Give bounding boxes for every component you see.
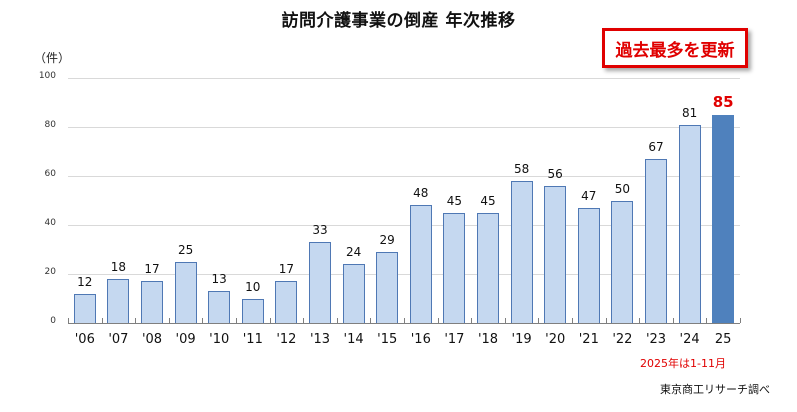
x-tick-mark [101, 318, 103, 323]
x-tick-mark [471, 318, 473, 323]
x-tick-mark [504, 318, 506, 323]
x-tick-label: '10 [209, 332, 230, 347]
value-label: 47 [581, 188, 597, 203]
gridline [68, 127, 740, 128]
x-tick-label: '19 [511, 332, 532, 347]
x-axis-line [68, 323, 740, 324]
bar [208, 291, 231, 323]
x-tick-label: '08 [141, 332, 163, 347]
x-tick-mark [706, 318, 708, 323]
value-label: 29 [379, 232, 395, 247]
bar [376, 251, 399, 323]
value-label: 81 [681, 105, 698, 120]
bar [645, 158, 667, 323]
bar [174, 261, 197, 323]
value-label: 17 [144, 262, 160, 277]
x-tick-mark [303, 318, 305, 323]
x-tick-label: '15 [377, 332, 398, 347]
x-tick-mark [437, 318, 439, 323]
y-tick-label: 60 [44, 169, 56, 179]
bar [510, 180, 533, 323]
x-tick-mark [168, 318, 170, 323]
x-tick-label: '11 [242, 332, 263, 347]
x-tick-mark [404, 318, 405, 323]
y-tick-label: 100 [38, 71, 56, 81]
value-label: 45 [446, 193, 463, 208]
bar [409, 205, 432, 323]
value-label: 17 [278, 262, 295, 277]
bar [309, 242, 331, 323]
x-tick-label: '17 [444, 332, 465, 347]
value-label: 50 [614, 181, 631, 196]
x-tick-label: '22 [612, 332, 633, 347]
record-high-callout: 過去最多を更新 [602, 28, 748, 68]
gridline [68, 176, 740, 177]
x-tick-mark [269, 318, 271, 323]
y-tick-label: 0 [50, 316, 56, 326]
bar [342, 264, 365, 323]
gridline [68, 78, 740, 79]
y-tick-label: 80 [44, 120, 56, 130]
x-tick-label: '09 [175, 332, 196, 347]
bar [443, 212, 466, 323]
x-tick-label: '14 [343, 332, 364, 347]
x-tick-mark [336, 318, 338, 323]
bar [241, 298, 264, 323]
x-tick-label: '07 [108, 332, 129, 347]
bar [275, 281, 298, 323]
gridline [68, 225, 740, 226]
value-label: 12 [77, 274, 93, 289]
footnote-2025-period: 2025年は1-11月 [640, 357, 726, 370]
x-tick-label: '12 [276, 332, 297, 347]
x-tick-label: 25 [714, 332, 732, 347]
y-tick-label: 20 [44, 267, 56, 277]
gridline [68, 274, 740, 275]
value-label: 85 [712, 92, 734, 111]
value-label: 58 [513, 161, 530, 176]
y-axis-unit-label: （件） [34, 51, 71, 65]
x-tick-mark [202, 318, 204, 323]
bar [544, 185, 567, 323]
chart-title: 訪問介護事業の倒産 年次推移 [281, 11, 516, 31]
bar [73, 293, 96, 323]
value-label: 25 [177, 242, 194, 257]
bar [577, 207, 600, 323]
bar [107, 278, 130, 323]
bar [141, 281, 163, 323]
x-tick-mark [68, 318, 69, 323]
x-tick-mark [740, 318, 741, 323]
x-tick-label: '20 [545, 332, 566, 347]
x-tick-label: '21 [578, 332, 599, 347]
value-label: 24 [345, 245, 362, 260]
value-label: 18 [110, 259, 127, 274]
source-credit: 東京商工リサーチ調べ [660, 383, 770, 396]
bar [611, 200, 634, 323]
bar [477, 212, 499, 323]
x-tick-mark [236, 318, 237, 323]
value-label: 13 [211, 272, 227, 287]
x-tick-label: '24 [679, 332, 700, 347]
x-tick-mark [605, 318, 607, 323]
x-tick-mark [572, 318, 573, 323]
bar-highlight [712, 114, 735, 323]
value-label: 33 [312, 223, 328, 238]
value-label: 48 [413, 186, 429, 201]
value-label: 67 [648, 139, 664, 154]
x-tick-label: '23 [645, 332, 667, 347]
bar [678, 124, 701, 323]
x-tick-label: '16 [410, 332, 431, 347]
x-tick-mark [672, 318, 674, 323]
value-label: 10 [245, 279, 261, 294]
value-label: 56 [547, 166, 563, 181]
x-tick-mark [370, 318, 372, 323]
x-tick-mark [538, 318, 540, 323]
x-tick-mark [135, 318, 137, 323]
x-tick-label: '13 [309, 332, 331, 347]
x-tick-mark [639, 318, 641, 323]
x-tick-label: '06 [74, 332, 95, 347]
x-tick-label: '18 [477, 332, 499, 347]
y-tick-label: 40 [44, 218, 56, 228]
value-label: 45 [480, 193, 496, 208]
